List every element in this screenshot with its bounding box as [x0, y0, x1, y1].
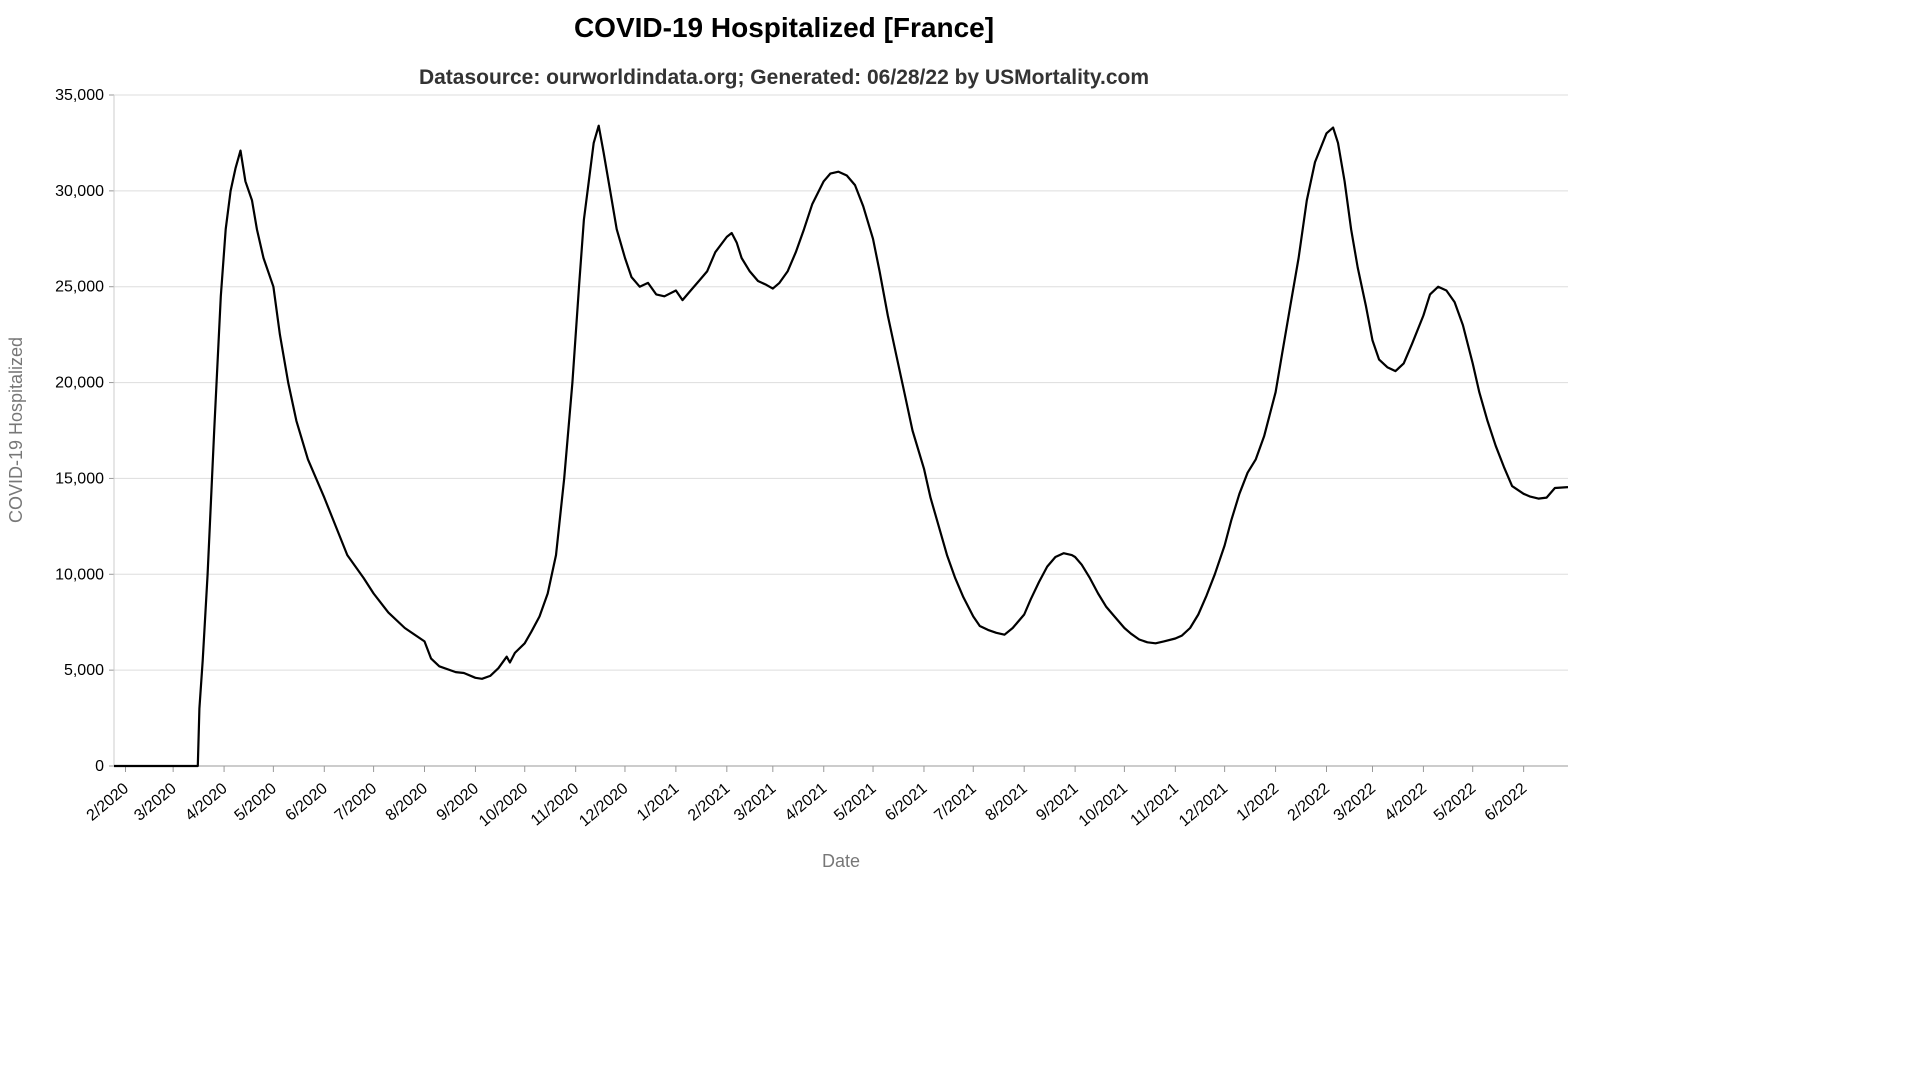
x-tick-label: 6/2022	[1482, 780, 1530, 825]
line-chart: 0 5,000 10,000 15,000 20,000 25,000 30,000 35,0…	[6, 87, 1568, 871]
y-tick-label: 10,000	[55, 566, 104, 583]
x-tick-label: 7/2021	[931, 780, 979, 825]
x-tick-label: 12/2021	[1176, 780, 1231, 830]
axes: 0 5,000 10,000 15,000 20,000 25,000 30,000 35,0…	[55, 87, 1568, 830]
chart-title: COVID-19 Hospitalized [France]	[573, 12, 995, 43]
chart-subtitle: Datasource: ourworldindata.org; Generate…	[418, 66, 1150, 89]
y-tick-label: 20,000	[55, 375, 104, 392]
x-tick-label: 2/2021	[685, 780, 733, 825]
x-tick-label: 6/2021	[882, 780, 930, 825]
x-tick-label: 2/2020	[84, 780, 132, 825]
series-layer	[114, 124, 1568, 768]
x-tick-label: 3/2022	[1331, 780, 1379, 825]
x-tick-label: 2/2022	[1285, 780, 1333, 825]
y-axis-title: COVID-19 Hospitalized	[6, 337, 26, 523]
x-axis-title: Date	[822, 851, 860, 871]
y-tick-label: 30,000	[55, 183, 104, 200]
x-tick-label: 10/2021	[1076, 780, 1131, 830]
x-tick-label: 3/2021	[731, 780, 779, 825]
y-tick-label: 35,000	[55, 87, 104, 104]
chart-container: COVID-19 Hospitalized [France] Datasourc…	[6, 12, 1568, 871]
series-line	[114, 124, 1568, 768]
x-tick-label: 4/2020	[182, 780, 230, 825]
x-tick-label: 8/2021	[982, 780, 1030, 825]
x-tick-label: 4/2022	[1382, 780, 1430, 825]
y-tick-label: 5,000	[64, 662, 104, 679]
x-tick-label: 5/2021	[831, 780, 879, 825]
x-tick-label: 4/2021	[782, 780, 830, 825]
x-tick-label: 11/2020	[528, 780, 582, 830]
x-tick-label: 7/2020	[332, 780, 380, 825]
y-tick-label: 15,000	[55, 470, 104, 487]
x-tick-label: 6/2020	[282, 780, 330, 825]
x-tick-label: 3/2020	[131, 780, 179, 825]
y-tick-label: 25,000	[55, 279, 104, 296]
x-tick-label: 9/2020	[434, 780, 482, 825]
x-tick-label: 5/2020	[232, 780, 280, 825]
x-tick-label: 5/2022	[1431, 780, 1479, 825]
x-tick-label: 11/2021	[1128, 780, 1182, 830]
x-tick-label: 9/2021	[1033, 780, 1081, 825]
y-tick-label: 0	[95, 758, 104, 775]
x-tick-label: 12/2020	[576, 780, 631, 830]
x-tick-label: 10/2020	[476, 780, 531, 830]
gridlines	[114, 94, 1568, 767]
x-tick-label: 8/2020	[383, 780, 431, 825]
x-tick-label: 1/2021	[634, 780, 682, 825]
x-tick-label: 1/2022	[1234, 780, 1282, 825]
